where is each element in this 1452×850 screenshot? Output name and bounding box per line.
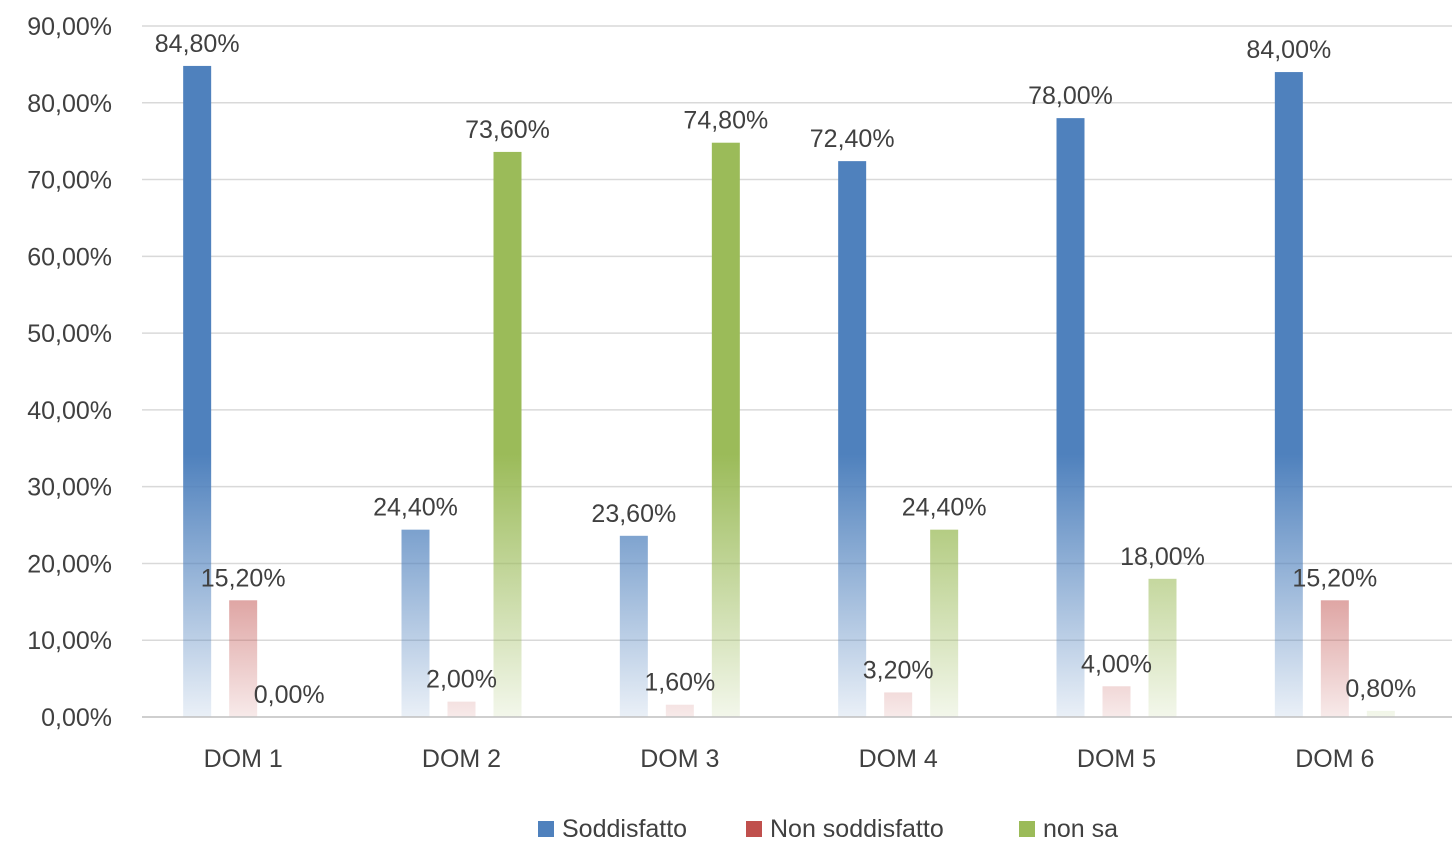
y-tick-label: 30,00% [27,474,112,502]
y-tick-label: 0,00% [41,704,112,732]
x-category-label: DOM 6 [1295,745,1374,773]
y-tick-label: 20,00% [27,550,112,578]
y-tick-label: 60,00% [27,243,112,271]
y-tick-label: 70,00% [27,167,112,195]
y-tick-label: 90,00% [27,13,112,41]
data-label: 4,00% [1081,650,1152,678]
bar-non-soddisfatto-dom-5 [1102,686,1131,717]
gridlines [142,25,1452,641]
data-label: 24,40% [373,494,458,522]
legend-label: Non soddisfatto [770,815,944,843]
data-label: 2,00% [426,666,497,694]
x-category-label: DOM 4 [859,745,938,773]
data-label: 23,60% [591,500,676,528]
legend-swatch-fill [538,821,554,837]
x-category-label: DOM 5 [1077,745,1156,773]
bar-non-soddisfatto-dom-4 [884,692,913,717]
bar-non-sa-dom-2 [493,151,522,718]
data-label: 74,80% [683,107,768,135]
legend: Soddisfatto Non soddisfatto non sa [538,815,1118,843]
legend-label: Soddisfatto [562,815,687,843]
data-label: 78,00% [1028,82,1113,110]
y-tick-label: 80,00% [27,90,112,118]
bar-soddisfatto-dom-4 [838,161,867,717]
bar-non-sa-dom-5 [1148,578,1177,717]
data-label: 15,20% [201,564,286,592]
data-label: 1,60% [644,669,715,697]
legend-label: non sa [1043,815,1118,843]
y-tick-label: 50,00% [27,320,112,348]
bar-soddisfatto-dom-3 [619,535,648,717]
data-label: 84,00% [1246,36,1331,64]
x-category-label: DOM 2 [422,745,501,773]
bars [183,65,1395,718]
bar-soddisfatto-dom-6 [1274,72,1303,718]
y-tick-label: 40,00% [27,397,112,425]
bar-soddisfatto-dom-5 [1056,118,1085,718]
legend-swatch-fill [1019,821,1035,837]
bar-non-soddisfatto-dom-2 [447,701,476,717]
bar-non-soddisfatto-dom-6 [1320,600,1349,717]
data-label: 24,40% [902,494,987,522]
y-axis-tick-labels: 0,00% 10,00% 20,00% 30,00% 40,00% 50,00% 60,00… [27,13,112,732]
data-label: 72,40% [810,125,895,153]
bar-non-sa-dom-3 [711,142,740,718]
data-label: 0,80% [1345,675,1416,703]
data-label: 0,00% [254,681,325,709]
bar-non-soddisfatto-dom-1 [229,600,258,717]
data-label: 15,20% [1292,564,1377,592]
x-category-label: DOM 3 [640,745,719,773]
data-label: 73,60% [465,116,550,144]
data-label: 18,00% [1120,543,1205,571]
bar-soddisfatto-dom-1 [183,65,212,718]
bar-non-sa-dom-4 [930,529,959,717]
y-tick-label: 10,00% [27,627,112,655]
bar-non-sa-dom-6 [1366,710,1395,717]
bar-soddisfatto-dom-2 [401,529,430,717]
x-axis-category-labels: DOM 1 DOM 2 DOM 3 DOM 4 DOM 5 DOM 6 [204,745,1375,773]
data-label: 84,80% [155,30,240,58]
data-label: 3,20% [863,656,934,684]
legend-swatch-fill [746,821,762,837]
bar-non-soddisfatto-dom-3 [665,704,694,717]
data-labels: 84,80% 15,20% 0,00% 24,40% 2,00% 73,60% 23,60%… [155,30,1417,709]
x-category-label: DOM 1 [204,745,283,773]
